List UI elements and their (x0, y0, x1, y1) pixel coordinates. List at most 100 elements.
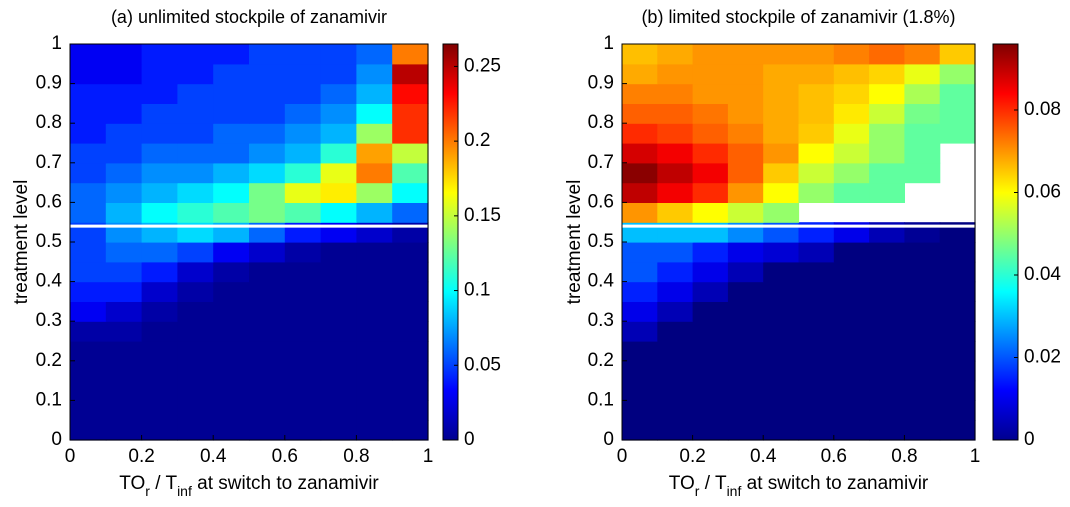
x-axis-label-part: r (695, 483, 700, 499)
heat-cell (833, 341, 870, 362)
heat-cell (177, 123, 214, 144)
heat-cell (869, 261, 905, 283)
heat-cell (141, 281, 178, 302)
heat-cell (763, 301, 800, 322)
heat-cell (70, 281, 107, 302)
heat-cell (177, 202, 214, 223)
heat-cell (622, 360, 658, 382)
heatmap (622, 44, 976, 441)
heatmap (70, 44, 429, 441)
heat-cell (320, 83, 357, 104)
heat-cell (622, 182, 658, 203)
heat-cell (657, 202, 694, 223)
heat-cell (249, 103, 286, 124)
heat-cell (904, 143, 941, 164)
y-tick-label: 0.9 (588, 73, 614, 94)
heat-cell (904, 301, 941, 322)
heat-cell (727, 301, 764, 322)
heat-cell (727, 242, 764, 263)
heat-cell (70, 400, 107, 421)
heat-cell (105, 420, 143, 441)
heat-cell (869, 301, 905, 322)
heat-cell (392, 182, 429, 203)
y-tick-label: 0.1 (588, 389, 614, 410)
heat-cell (727, 341, 764, 362)
heat-cell (657, 44, 694, 65)
heat-cell (692, 63, 729, 85)
heat-cell (622, 341, 658, 362)
heat-cell (249, 400, 286, 421)
heat-cell (70, 242, 107, 263)
x-tick-label: 0 (617, 446, 628, 467)
heat-cell (833, 400, 870, 421)
heat-cell (70, 202, 107, 223)
heat-cell (141, 123, 178, 144)
heat-cell (904, 103, 941, 124)
heat-cell (356, 143, 393, 164)
heat-cell (904, 380, 941, 401)
heat-cell (727, 44, 764, 65)
colorbar-tick-label: 0.06 (1024, 182, 1061, 203)
heat-cell (692, 420, 729, 441)
heat-cell (392, 63, 429, 85)
heat-cell (692, 83, 729, 104)
heat-cell (939, 44, 976, 65)
y-tick-label: 0.4 (36, 271, 63, 292)
heat-cell (141, 400, 178, 421)
heat-cell (763, 123, 800, 144)
heat-cell (105, 321, 143, 342)
heat-cell (70, 261, 107, 283)
colorbar-tick-label: 0.04 (1024, 264, 1061, 285)
heat-cell (177, 242, 214, 263)
heat-cell (763, 242, 800, 263)
heat-cell (177, 301, 214, 322)
heat-cell (798, 261, 835, 283)
heat-cell (141, 321, 178, 342)
heat-cell (692, 143, 729, 164)
heat-cell (249, 380, 286, 401)
heat-cell (692, 182, 729, 203)
colorbar-tick-label: 0.15 (464, 205, 501, 226)
heat-cell (622, 400, 658, 421)
heat-cell (392, 380, 429, 401)
y-tick-label: 0.9 (36, 73, 62, 94)
heat-cell (392, 83, 429, 104)
heat-cell (213, 301, 250, 322)
heat-cell (869, 341, 905, 362)
heat-cell (869, 63, 905, 85)
heat-cell (692, 281, 729, 302)
heat-cell (763, 83, 800, 104)
heat-cell (320, 301, 357, 322)
x-axis-label: TOr / Tinf at switch to zanamivir (669, 473, 929, 499)
heat-cell (105, 103, 143, 124)
x-axis-label: TOr / Tinf at switch to zanamivir (119, 473, 379, 499)
colorbar-tick-label: 0.25 (464, 55, 501, 76)
heat-cell (657, 360, 694, 382)
heat-cell (105, 261, 143, 283)
x-tick-label: 0.4 (200, 446, 227, 467)
heat-cell (284, 321, 322, 342)
heat-cell (939, 261, 976, 283)
y-tick-label: 1 (603, 33, 614, 54)
heat-cell (657, 261, 694, 283)
y-tick-label: 0.6 (36, 191, 62, 212)
heat-cell (213, 380, 250, 401)
heat-cell (939, 321, 976, 342)
heat-cell (833, 301, 870, 322)
heat-cell (392, 162, 429, 184)
heat-cell (869, 83, 905, 104)
heat-cell (657, 83, 694, 104)
heat-cell (692, 400, 729, 421)
heat-cell (392, 143, 429, 164)
y-tick-label: 0.8 (36, 112, 62, 133)
heat-cell (213, 281, 250, 302)
heat-cell (213, 400, 250, 421)
colorbar-tick-label: 0.2 (464, 130, 490, 151)
heat-cell (141, 380, 178, 401)
heat-cell (763, 400, 800, 421)
heat-cell (833, 420, 870, 441)
heat-cell (356, 261, 393, 283)
heat-cell (833, 123, 870, 144)
heat-cell (657, 123, 694, 144)
heat-cell (70, 341, 107, 362)
